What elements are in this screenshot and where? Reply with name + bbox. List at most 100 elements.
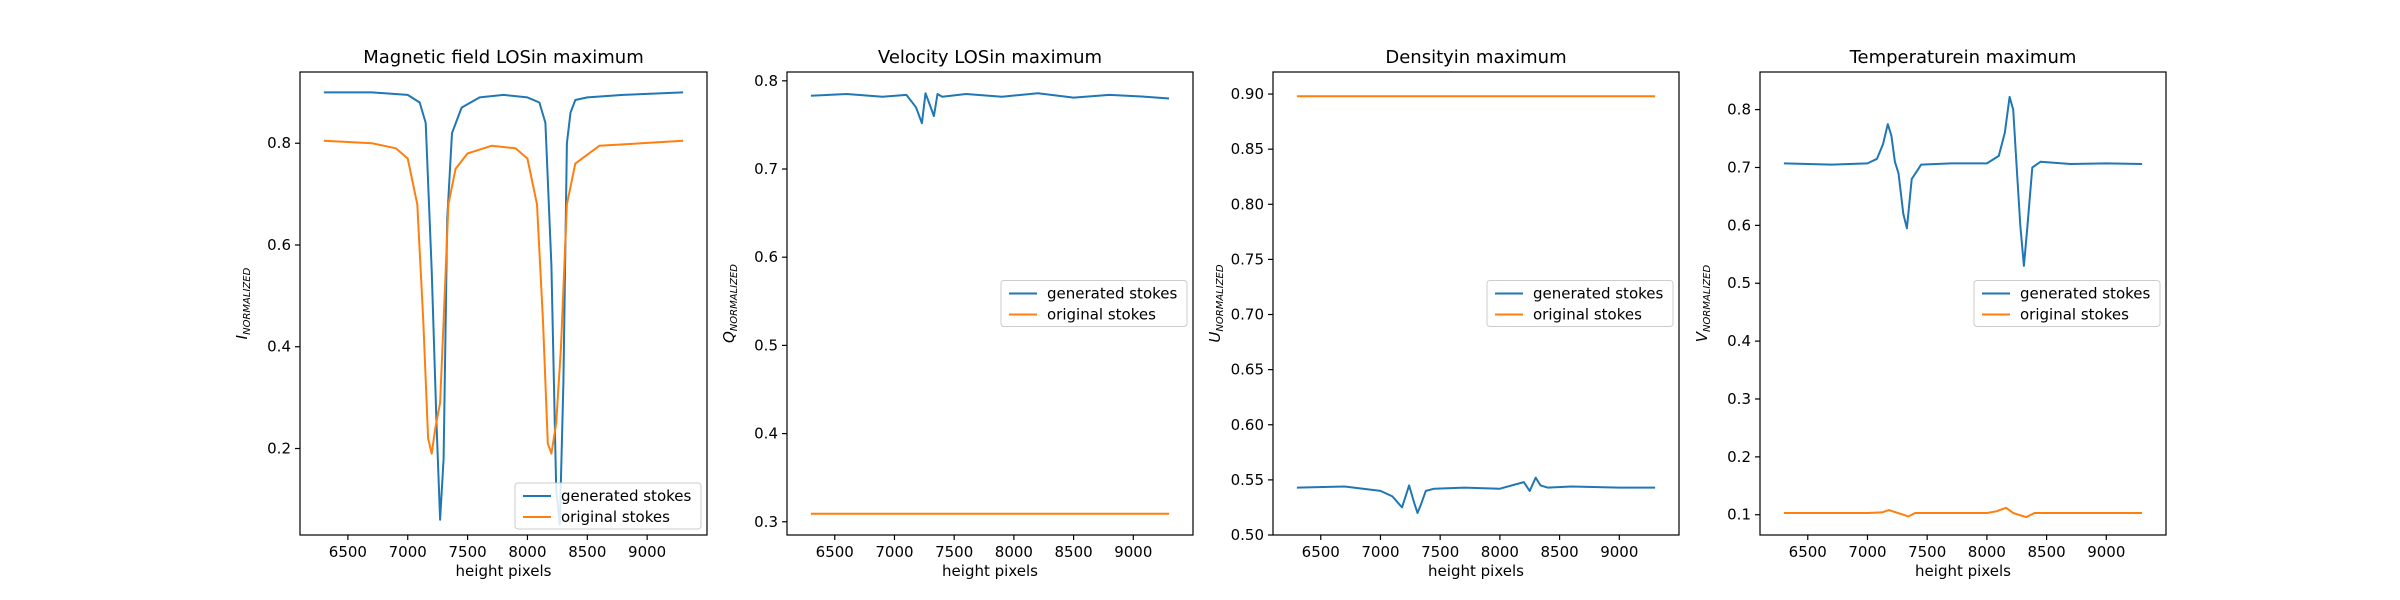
y-axis-label-sub: NORMALIZED — [242, 267, 253, 334]
y-tick-label: 0.75 — [1231, 250, 1264, 268]
y-tick-label: 0.3 — [1727, 390, 1751, 408]
chart-title: Temperaturein maximum — [1849, 47, 2077, 68]
series-line-1 — [323, 91, 684, 526]
y-axis-label-main: Q — [720, 331, 738, 343]
x-tick-label: 8000 — [508, 543, 546, 561]
y-tick-label: 0.4 — [754, 425, 778, 443]
series-line-1 — [810, 92, 1170, 125]
y-tick-label: 0.7 — [754, 160, 778, 178]
y-tick-label: 0.3 — [754, 513, 778, 531]
legend-box — [514, 482, 702, 530]
y-tick-label: 0.8 — [754, 72, 778, 90]
x-tick-label: 8000 — [1481, 543, 1519, 561]
x-tick-label: 7000 — [1848, 543, 1886, 561]
y-axis-label: UNORMALIZED — [1206, 264, 1226, 342]
x-tick-label: 8500 — [2027, 543, 2065, 561]
y-axis-label: INORMALIZED — [233, 267, 253, 339]
x-axis-label: height pixels — [1428, 562, 1524, 580]
y-axis-label-sub: NORMALIZED — [1215, 264, 1226, 331]
chart-title: Magnetic field LOSin maximum — [363, 47, 644, 68]
y-tick-label: 0.80 — [1231, 195, 1264, 213]
y-tick-label: 0.8 — [1727, 101, 1751, 119]
x-tick-label: 8500 — [1540, 543, 1578, 561]
x-tick-label: 9000 — [1600, 543, 1638, 561]
x-tick-label: 7500 — [935, 543, 973, 561]
x-tick-label: 9000 — [1114, 543, 1152, 561]
legend-label: generated stokes — [1047, 285, 1177, 303]
y-tick-label: 0.6 — [1727, 216, 1751, 234]
y-tick-label: 0.7 — [1727, 158, 1751, 176]
y-tick-label: 0.85 — [1231, 140, 1264, 158]
legend: generated stokes original stokes — [1973, 280, 2161, 327]
y-tick-label: 0.6 — [267, 236, 291, 254]
y-tick-label: 0.55 — [1231, 471, 1264, 489]
x-tick-label: 6500 — [816, 543, 854, 561]
x-tick-label: 7000 — [875, 543, 913, 561]
legend-box — [1973, 280, 2161, 327]
x-tick-label: 6500 — [1789, 543, 1827, 561]
y-tick-label: 0.6 — [754, 248, 778, 266]
y-tick-label: 0.4 — [1727, 332, 1751, 350]
x-tick-label: 8500 — [1054, 543, 1092, 561]
x-tick-label: 7000 — [389, 543, 427, 561]
legend: generated stokes original stokes — [1486, 280, 1674, 327]
chart-title: Velocity LOSin maximum — [878, 47, 1102, 68]
legend-label: original stokes — [1533, 306, 1642, 324]
y-tick-label: 0.1 — [1727, 506, 1751, 524]
legend-label: generated stokes — [1533, 285, 1663, 303]
axes-frame — [299, 71, 708, 536]
y-tick-label: 0.90 — [1231, 85, 1264, 103]
x-axis-label: height pixels — [456, 562, 552, 580]
y-axis-label-main: V — [1693, 330, 1711, 342]
chart-title: Densityin maximum — [1385, 47, 1566, 68]
y-tick-label: 0.8 — [267, 134, 291, 152]
legend-label: original stokes — [1047, 306, 1156, 324]
axes-frame — [1272, 71, 1680, 536]
x-axis-label: height pixels — [942, 562, 1038, 580]
axes-frame — [1759, 71, 2167, 536]
chart-panel-3: 6500 7000 7500 8000 8500 9000 0.50 0.55 0.60 0.65… — [1206, 47, 1680, 580]
x-tick-label: 6500 — [329, 543, 367, 561]
x-tick-label: 7500 — [1421, 543, 1459, 561]
y-tick-label: 0.2 — [1727, 448, 1751, 466]
series-line-2 — [323, 139, 684, 455]
y-tick-label: 0.5 — [754, 336, 778, 354]
y-tick-label: 0.50 — [1231, 526, 1264, 544]
x-tick-label: 8000 — [995, 543, 1033, 561]
chart-panel-2: 6500 7000 7500 8000 8500 9000 0.3 0.4 0.5 0.6 0.7 0… — [720, 47, 1194, 580]
legend-label: generated stokes — [2020, 285, 2150, 303]
y-tick-label: 0.2 — [267, 440, 291, 458]
x-tick-label: 8000 — [1968, 543, 2006, 561]
x-tick-label: 8500 — [568, 543, 606, 561]
legend-box — [1486, 280, 1674, 327]
legend-label: original stokes — [561, 508, 670, 526]
x-tick-label: 7000 — [1361, 543, 1399, 561]
y-tick-label: 0.65 — [1231, 361, 1264, 379]
axes-frame — [786, 71, 1194, 536]
y-axis-label-sub: NORMALIZED — [729, 264, 740, 331]
legend: generated stokes original stokes — [514, 482, 702, 530]
legend-label: generated stokes — [561, 487, 691, 505]
chart-panel-4: 6500 7000 7500 8000 8500 9000 0.1 0.2 0.3 0.4 0.5 0… — [1693, 47, 2167, 580]
y-tick-label: 0.60 — [1231, 416, 1264, 434]
legend-box — [1000, 280, 1188, 327]
y-tick-label: 0.4 — [267, 338, 291, 356]
y-tick-label: 0.70 — [1231, 306, 1264, 324]
y-axis-label-main: U — [1206, 332, 1224, 343]
y-axis-label: QNORMALIZED — [720, 264, 740, 343]
x-tick-label: 9000 — [628, 543, 666, 561]
series-line-2 — [1783, 506, 2143, 519]
x-tick-label: 7500 — [1908, 543, 1946, 561]
x-tick-label: 9000 — [2087, 543, 2125, 561]
x-tick-label: 6500 — [1302, 543, 1340, 561]
y-axis-label-main: I — [233, 334, 251, 339]
y-axis-label-sub: NORMALIZED — [1702, 264, 1713, 331]
y-axis-label: VNORMALIZED — [1693, 264, 1713, 342]
y-tick-label: 0.5 — [1727, 274, 1751, 292]
x-tick-label: 7500 — [448, 543, 486, 561]
legend-label: original stokes — [2020, 306, 2129, 324]
x-axis-label: height pixels — [1915, 562, 2011, 580]
series-line-1 — [1783, 95, 2143, 267]
legend: generated stokes original stokes — [1000, 280, 1188, 327]
